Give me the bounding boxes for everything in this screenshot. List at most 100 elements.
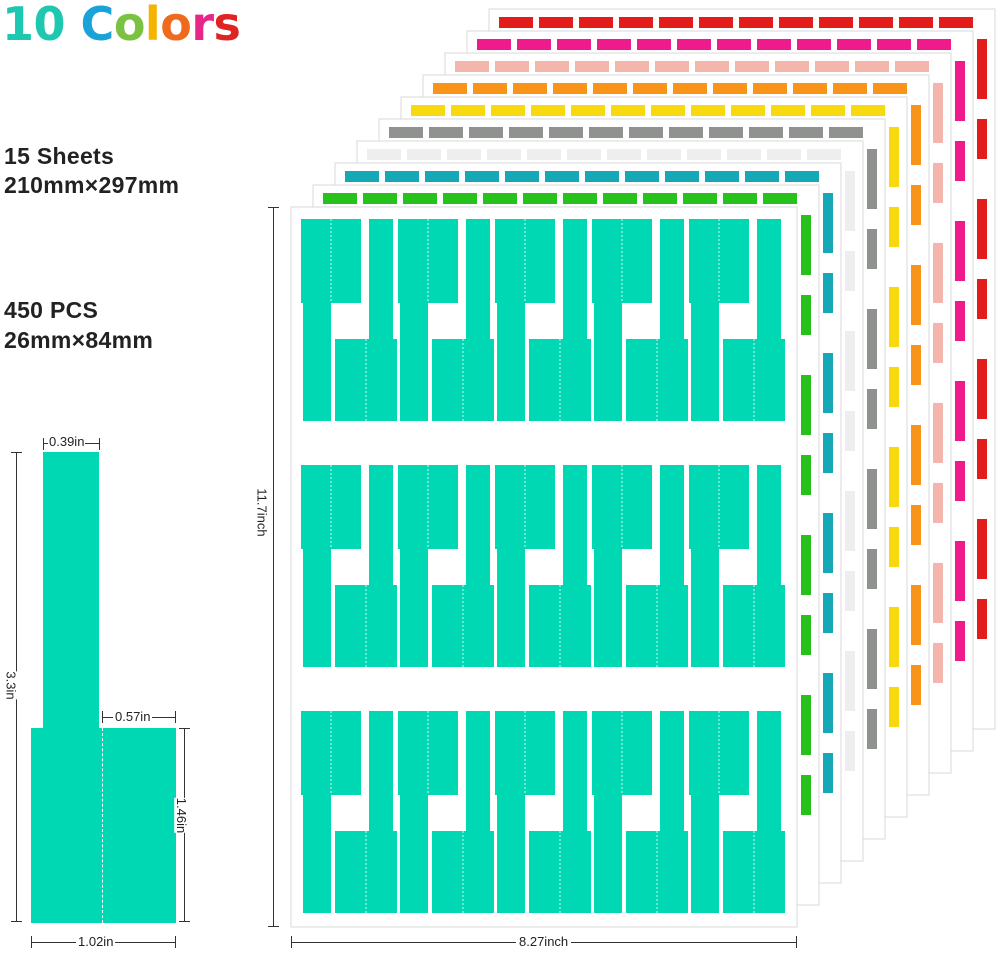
back-sheet-label [513,83,547,94]
back-sheet-label [549,127,583,138]
back-sheet-edge-label [823,353,833,413]
back-sheet-edge-label [845,571,855,611]
back-sheet-label [647,149,681,160]
back-sheet-edge-label [823,753,833,793]
back-sheet-edge-label [823,433,833,473]
back-sheet-label [593,83,627,94]
back-sheet-label [411,105,445,116]
back-sheet-edge-label [801,215,811,275]
back-sheet-label [465,171,499,182]
dim-tick [291,936,292,948]
back-sheet-label [757,39,791,50]
back-sheet-label [749,127,783,138]
dim-tick [43,438,44,450]
front-label-stem-2 [466,219,490,343]
back-sheet-label [819,17,853,28]
back-sheet-label [683,193,717,204]
front-label-stem-2 [563,465,587,589]
back-sheet-edge-label [977,599,987,639]
back-sheet-label [483,193,517,204]
back-sheet-label [607,149,641,160]
dim-tick [179,728,190,729]
back-sheet-edge-label [823,193,833,253]
dim-tick [268,926,279,927]
dim-tick [179,921,190,922]
front-label-stem-2 [369,219,393,343]
sheet-size: 210mm×297mm [4,172,180,198]
sheet-width-label: 8.27inch [516,934,572,949]
back-sheet-edge-label [955,381,965,441]
back-sheet-edge-label [845,731,855,771]
back-sheet-edge-label [867,709,877,749]
back-sheet-label [567,149,601,160]
back-sheet-edge-label [933,643,943,683]
back-sheet-label [367,149,401,160]
back-sheet-edge-label [911,185,921,225]
back-sheet-edge-label [845,491,855,551]
back-sheet-label [517,39,551,50]
label-size: 26mm×84mm [4,327,154,353]
back-sheet-label [677,39,711,50]
front-label-stem [497,301,525,421]
back-sheet-label [687,149,721,160]
back-sheet-label [345,171,379,182]
back-sheet-label [723,193,757,204]
dim-tick [31,936,32,948]
back-sheet-label [895,61,929,72]
front-label-stem-2 [369,711,393,835]
front-label-stem [691,301,719,421]
back-sheet-label [731,105,765,116]
back-sheet-edge-label [823,513,833,573]
back-sheet-edge-label [845,411,855,451]
back-sheet-label [665,171,699,182]
front-label-stem [400,547,428,667]
back-sheet-edge-label [911,585,921,645]
back-sheet-label [673,83,707,94]
back-sheet-label [625,171,659,182]
back-sheet-label [767,149,801,160]
dim-tick [11,921,22,922]
back-sheet-edge-label [823,273,833,313]
pcs-count: 450 PCS [4,297,99,323]
front-label-stem [691,547,719,667]
front-label-stem-2 [466,465,490,589]
front-label-stem [691,793,719,913]
front-sheet [290,206,798,928]
back-sheet-label [629,127,663,138]
back-sheet-edge-label [977,359,987,419]
back-sheet-edge-label [889,687,899,727]
back-sheet-edge-label [889,607,899,667]
front-label-stem-2 [466,711,490,835]
front-label-stem [303,301,331,421]
back-sheet-edge-label [867,469,877,529]
front-label-stem-2 [757,465,781,589]
back-sheet-label [745,171,779,182]
back-sheet-label [753,83,787,94]
half-width-label: 0.57in [113,709,153,724]
title-letter: s [213,0,241,51]
dim-tick [796,936,797,948]
label-wrap [31,728,176,923]
back-sheet-label [855,61,889,72]
back-sheet-edge-label [955,61,965,121]
back-sheet-label [779,17,813,28]
back-sheet-edge-label [867,629,877,689]
back-sheet-label [407,149,441,160]
back-sheet-label [851,105,885,116]
back-sheet-edge-label [867,229,877,269]
label-flag [43,452,99,732]
back-sheet-edge-label [845,171,855,231]
total-width-label: 1.02in [76,934,116,949]
front-label-stem [594,301,622,421]
front-label-stem-2 [563,711,587,835]
back-sheet-edge-label [889,447,899,507]
front-label-stem [497,793,525,913]
back-sheet-label [557,39,591,50]
back-sheet-edge-label [911,665,921,705]
back-sheet-edge-label [933,243,943,303]
back-sheet-edge-label [933,83,943,143]
front-label-stem-2 [563,219,587,343]
back-sheet-label [807,149,841,160]
title-letter: r [191,0,214,51]
